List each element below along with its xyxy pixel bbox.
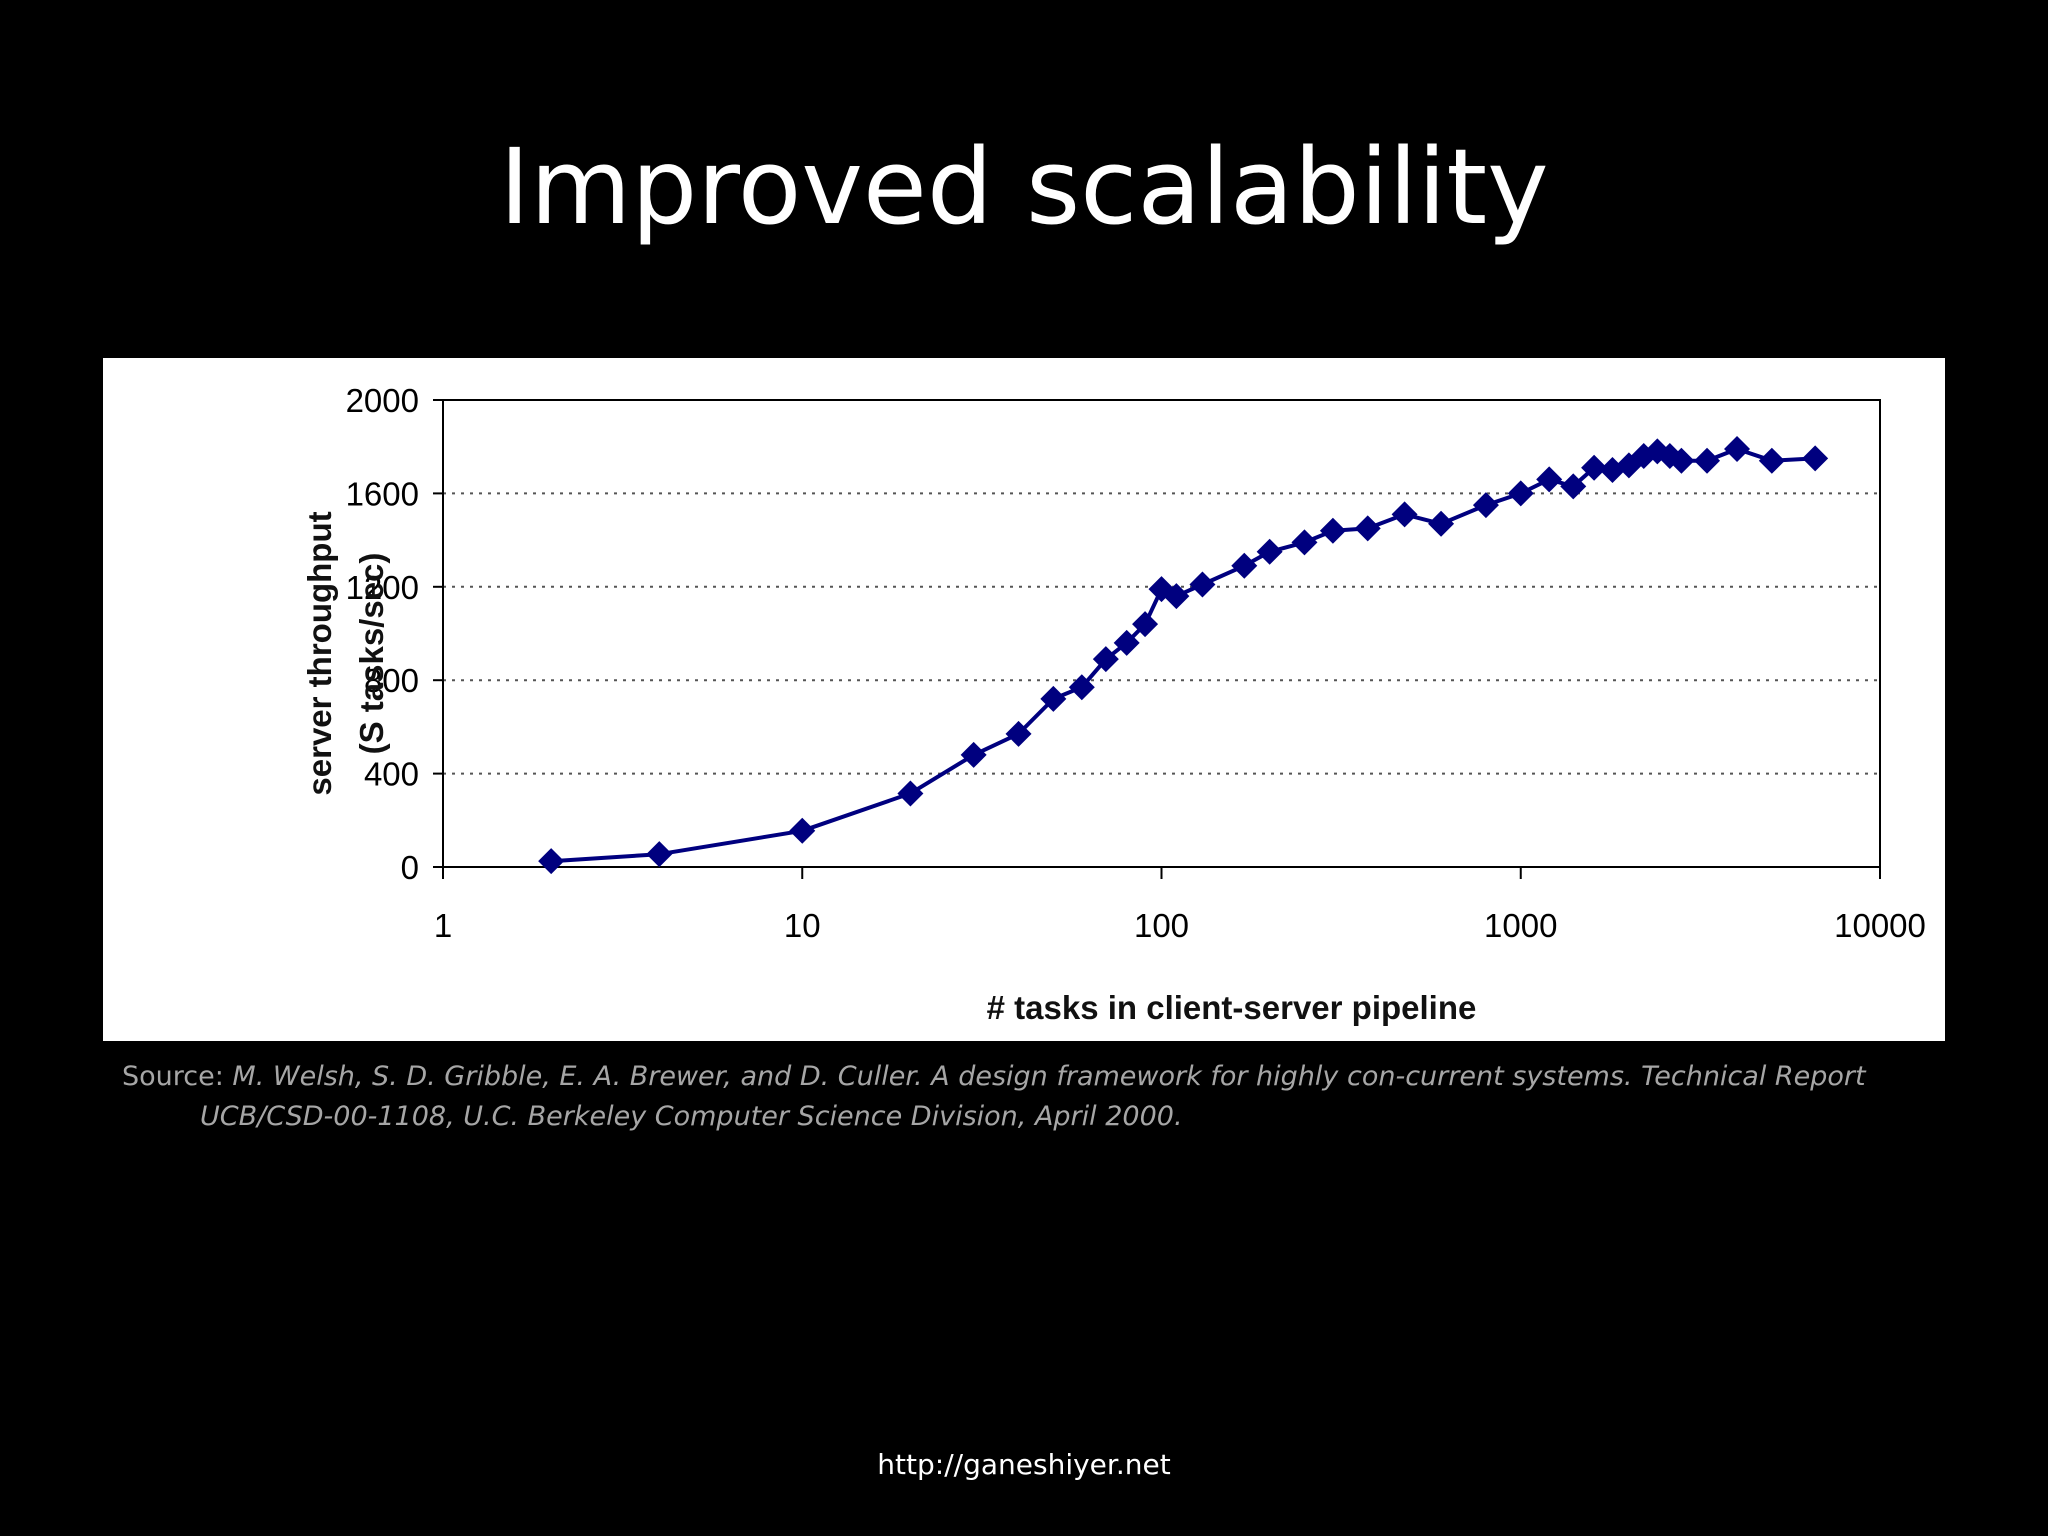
y-tick-label: 400 (364, 756, 419, 793)
data-point-marker (538, 848, 565, 875)
chart-panel: 0 400 800 1200 1600 2000 1 10 100 1000 10000 # tas… (103, 358, 1945, 1041)
data-point-marker (1163, 583, 1190, 610)
data-point-marker (1148, 576, 1175, 603)
data-point-marker (1040, 685, 1067, 712)
data-point-marker (789, 817, 816, 844)
y-tick-label: 1600 (346, 475, 419, 512)
source-citation-text: M. Welsh, S. D. Gribble, E. A. Brewer, a… (200, 1061, 1866, 1132)
plot-frame (442, 399, 1881, 868)
data-point-marker (960, 741, 987, 768)
data-point-marker (1005, 720, 1032, 747)
data-point-marker (1656, 443, 1683, 470)
data-point-marker (1428, 510, 1455, 537)
data-point-marker (1319, 517, 1346, 544)
data-point-marker (1560, 473, 1587, 500)
source-citation: Source: M. Welsh, S. D. Gribble, E. A. B… (122, 1057, 2000, 1137)
data-point-marker (1391, 501, 1418, 528)
series-line (550, 447, 1816, 864)
x-axis-title: # tasks in client-server pipeline (987, 989, 1477, 1026)
y-tick-label: 2000 (346, 382, 419, 419)
grid-lines (443, 492, 1880, 775)
data-point-marker (1189, 571, 1216, 598)
data-point-marker (1068, 674, 1095, 701)
data-point-marker (1354, 515, 1381, 542)
y-tick-label: 800 (364, 662, 419, 699)
data-point-marker (1668, 447, 1695, 474)
y-tick-label: 1200 (346, 569, 419, 606)
data-point-marker (1291, 529, 1318, 556)
x-tick-label: 10000 (1834, 907, 1926, 944)
axes (442, 399, 1881, 868)
data-point-marker (646, 841, 673, 868)
y-axis-title-line-1: server throughput (301, 511, 338, 795)
data-point-marker (1599, 457, 1626, 484)
x-tick-label: 1 (434, 907, 452, 944)
source-prefix: Source: (122, 1061, 233, 1092)
y-axis-title-line-2: (S tasks/sec) (353, 553, 390, 755)
data-point-marker (1694, 447, 1721, 474)
throughput-chart: 0 400 800 1200 1600 2000 1 10 100 1000 10000 # tas… (301, 382, 1926, 1026)
x-tick-label: 10 (784, 907, 821, 944)
tick-labels: 0 400 800 1200 1600 2000 1 10 100 1000 10000 (346, 382, 1926, 944)
data-point-marker (1472, 492, 1499, 519)
data-point-marker (1758, 447, 1785, 474)
data-point-marker (1113, 629, 1140, 656)
data-point-marker (1724, 436, 1751, 463)
data-point-marker (1256, 538, 1283, 565)
data-point-marker (1231, 552, 1258, 579)
data-point-marker (1507, 480, 1534, 507)
slide-title: Improved scalability (499, 126, 1549, 248)
series-throughput (538, 436, 1829, 875)
x-tick-label: 1000 (1484, 907, 1557, 944)
data-point-marker (1802, 445, 1829, 472)
footer-url: http://ganeshiyer.net (877, 1448, 1171, 1481)
data-point-marker (1132, 611, 1159, 638)
data-point-marker (1536, 466, 1563, 493)
data-point-marker (1581, 454, 1608, 481)
data-point-marker (897, 780, 924, 807)
x-tick-label: 100 (1134, 907, 1189, 944)
data-point-marker (1092, 646, 1119, 673)
y-tick-label: 0 (401, 849, 419, 886)
